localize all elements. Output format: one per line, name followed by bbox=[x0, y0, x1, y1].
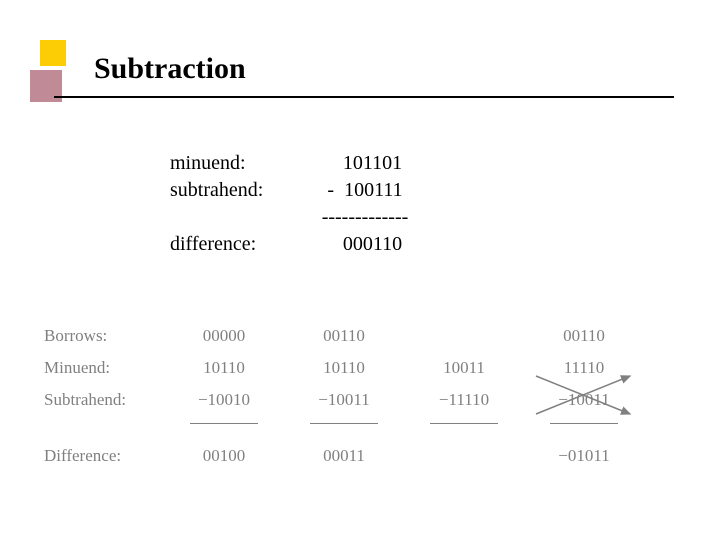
table-cell: −10010 bbox=[164, 390, 284, 410]
table-cell: 00100 bbox=[164, 446, 284, 466]
title-underline bbox=[54, 96, 674, 98]
table-cell bbox=[404, 421, 524, 426]
row-label: Borrows: bbox=[44, 326, 164, 346]
calc-value: - 100111 bbox=[300, 177, 430, 204]
subtraction-table: Borrows: 00000 00110 00110 Minuend: 1011… bbox=[44, 320, 644, 472]
calc-row: ------------- bbox=[170, 204, 430, 231]
calc-label: subtrahend: bbox=[170, 177, 300, 204]
table-cell: 00011 bbox=[284, 446, 404, 466]
accent-box-top bbox=[40, 40, 66, 66]
slide-title: Subtraction bbox=[94, 52, 246, 86]
calc-value: ------------- bbox=[300, 204, 430, 231]
table-cell: −10011 bbox=[284, 390, 404, 410]
calc-label: difference: bbox=[170, 231, 300, 258]
row-label: Difference: bbox=[44, 446, 164, 466]
table-row-borrows: Borrows: 00000 00110 00110 bbox=[44, 320, 644, 352]
table-cell: −10011 bbox=[524, 390, 644, 410]
table-cell: 00110 bbox=[524, 326, 644, 346]
calc-value: 000110 bbox=[300, 231, 430, 258]
table-cell: −11110 bbox=[404, 390, 524, 410]
table-cell: 00000 bbox=[164, 326, 284, 346]
subtraction-example: minuend: 101101 subtrahend: - 100111 ---… bbox=[170, 150, 430, 258]
table-cell bbox=[284, 421, 404, 426]
calc-label bbox=[170, 204, 300, 231]
table-cell: 10110 bbox=[164, 358, 284, 378]
table-cell: 10011 bbox=[404, 358, 524, 378]
rule-line bbox=[310, 423, 378, 424]
table-cell: 00110 bbox=[284, 326, 404, 346]
calc-row: minuend: 101101 bbox=[170, 150, 430, 177]
calc-row: subtrahend: - 100111 bbox=[170, 177, 430, 204]
calc-label: minuend: bbox=[170, 150, 300, 177]
rule-line bbox=[430, 423, 498, 424]
table-row-difference: Difference: 00100 00011 −01011 bbox=[44, 440, 644, 472]
table-cell: 10110 bbox=[284, 358, 404, 378]
slide: Subtraction minuend: 101101 subtrahend: … bbox=[0, 0, 720, 540]
calc-row: difference: 000110 bbox=[170, 231, 430, 258]
row-label: Minuend: bbox=[44, 358, 164, 378]
table-row-rule bbox=[44, 416, 644, 430]
rule-line bbox=[550, 423, 618, 424]
table-cell bbox=[164, 421, 284, 426]
table-cell bbox=[524, 421, 644, 426]
table-row-minuend: Minuend: 10110 10110 10011 11110 bbox=[44, 352, 644, 384]
table-cell: 11110 bbox=[524, 358, 644, 378]
row-label: Subtrahend: bbox=[44, 390, 164, 410]
table-row-subtrahend: Subtrahend: −10010 −10011 −11110 −10011 bbox=[44, 384, 644, 416]
calc-value: 101101 bbox=[300, 150, 430, 177]
table-cell: −01011 bbox=[524, 446, 644, 466]
rule-line bbox=[190, 423, 258, 424]
